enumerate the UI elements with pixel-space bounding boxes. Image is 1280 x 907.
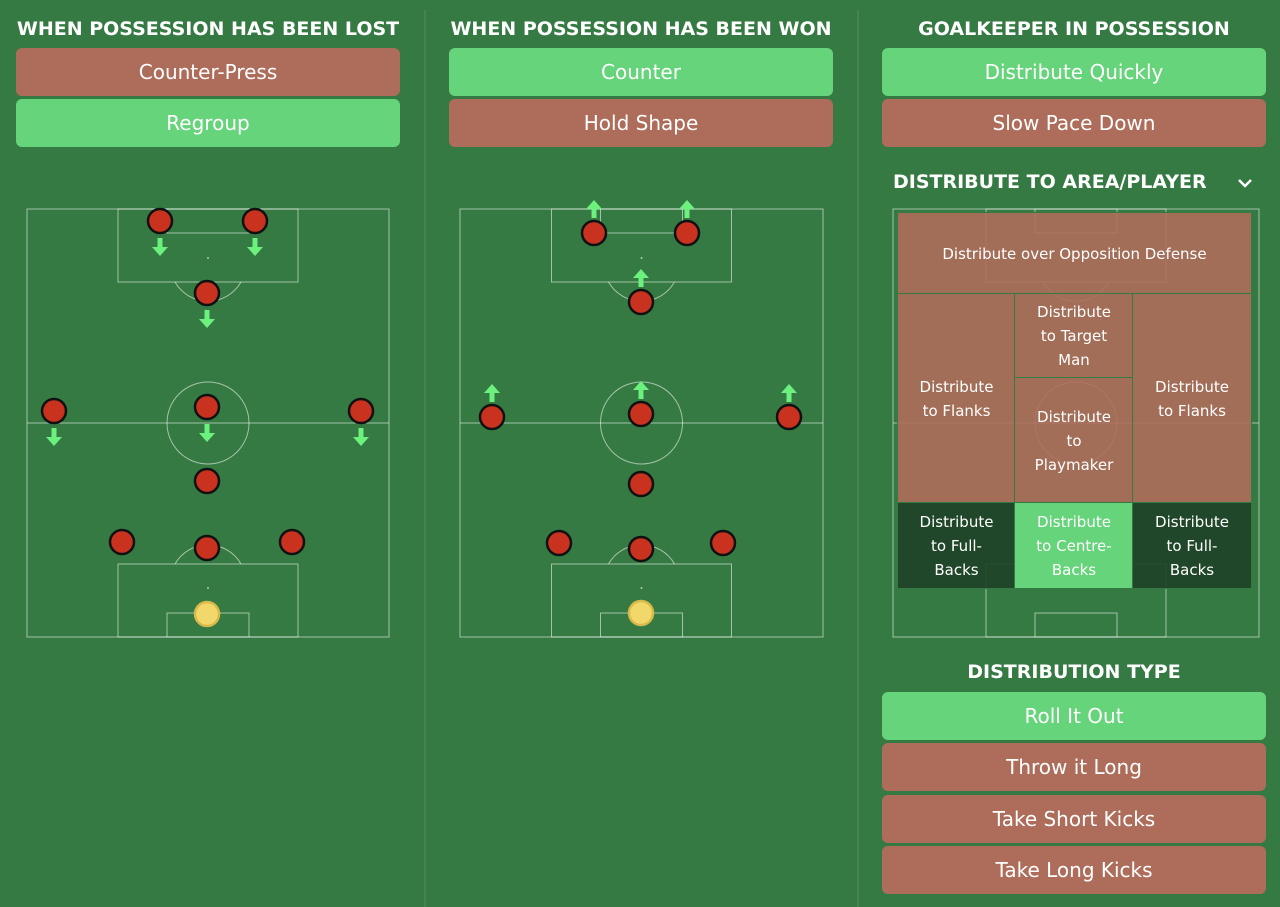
player: [193, 279, 221, 307]
option-button[interactable]: Regroup: [16, 99, 400, 147]
player: [627, 599, 655, 627]
option-button[interactable]: Take Short Kicks: [882, 795, 1266, 843]
movement-arrow: [152, 238, 168, 256]
player: [193, 600, 221, 628]
distribution-zone[interactable]: Distribute to Target Man: [1014, 293, 1134, 379]
penalty-spot: [640, 587, 643, 589]
movement-arrow: [781, 384, 797, 402]
movement-arrow: [633, 381, 649, 399]
player: [193, 467, 221, 495]
player: [478, 403, 506, 431]
player: [193, 534, 221, 562]
penalty-spot: [207, 257, 209, 259]
player: [627, 288, 655, 316]
centre-circle: [166, 381, 250, 465]
player: [627, 535, 655, 563]
player: [580, 219, 608, 247]
six-yard-box: [166, 208, 250, 234]
movement-arrow: [633, 269, 649, 287]
movement-arrow: [247, 238, 263, 256]
chevron[interactable]: [1236, 176, 1254, 190]
player: [193, 393, 221, 421]
option-button[interactable]: Counter: [449, 48, 833, 96]
player: [146, 207, 174, 235]
option-button[interactable]: Slow Pace Down: [882, 99, 1266, 147]
option-button[interactable]: Take Long Kicks: [882, 846, 1266, 894]
six-yard-box: [1034, 612, 1118, 638]
section-title: WHEN POSSESSION HAS BEEN WON: [450, 18, 832, 40]
movement-arrow: [46, 428, 62, 446]
movement-arrow: [679, 200, 695, 218]
player: [775, 403, 803, 431]
movement-arrow: [586, 200, 602, 218]
penalty-spot: [207, 587, 209, 589]
movement-arrow: [353, 428, 369, 446]
option-button[interactable]: Roll It Out: [882, 692, 1266, 740]
distribution-zone[interactable]: Distribute to Full-Backs: [897, 502, 1016, 589]
player: [241, 207, 269, 235]
option-button[interactable]: Hold Shape: [449, 99, 833, 147]
six-yard-box: [600, 208, 683, 234]
player: [709, 529, 737, 557]
player: [40, 397, 68, 425]
movement-arrow: [199, 424, 215, 442]
player: [545, 529, 573, 557]
player: [347, 397, 375, 425]
section-title: DISTRIBUTION TYPE: [967, 661, 1181, 683]
section-title: GOALKEEPER IN POSSESSION: [918, 18, 1230, 40]
player: [673, 219, 701, 247]
distribution-zone[interactable]: Distribute to Flanks: [897, 293, 1016, 504]
distribution-zone[interactable]: Distribute to Centre-Backs: [1014, 502, 1134, 589]
penalty-box: [117, 208, 299, 283]
section-title: DISTRIBUTE TO AREA/PLAYER: [893, 171, 1207, 193]
distribution-zone[interactable]: Distribute to Playmaker: [1014, 377, 1134, 504]
player: [627, 470, 655, 498]
section-title: WHEN POSSESSION HAS BEEN LOST: [16, 18, 400, 40]
option-button[interactable]: Throw it Long: [882, 743, 1266, 791]
option-button[interactable]: Counter-Press: [16, 48, 400, 96]
option-button[interactable]: Distribute Quickly: [882, 48, 1266, 96]
player: [108, 528, 136, 556]
distribution-zone[interactable]: Distribute over Opposition Defense: [897, 212, 1252, 295]
distribution-zone[interactable]: Distribute to Full-Backs: [1132, 502, 1252, 589]
movement-arrow: [484, 384, 500, 402]
movement-arrow: [199, 310, 215, 328]
distribution-zone[interactable]: Distribute to Flanks: [1132, 293, 1252, 504]
player: [627, 400, 655, 428]
player: [278, 528, 306, 556]
penalty-spot: [640, 257, 643, 259]
